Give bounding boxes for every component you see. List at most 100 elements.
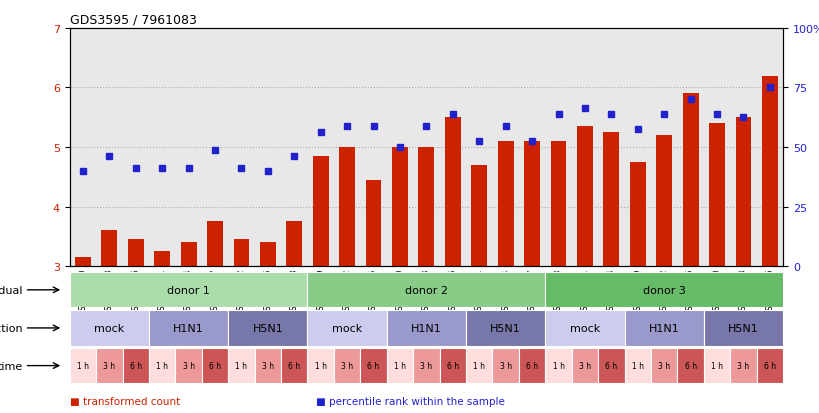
Bar bbox=[497, 142, 513, 266]
Text: H1N1: H1N1 bbox=[173, 323, 204, 333]
Bar bbox=[492, 348, 518, 383]
Bar bbox=[418, 147, 434, 266]
Text: 1 h: 1 h bbox=[314, 361, 326, 370]
Text: donor 3: donor 3 bbox=[642, 285, 685, 295]
Text: 3 h: 3 h bbox=[420, 361, 432, 370]
Bar bbox=[228, 348, 255, 383]
Text: 6 h: 6 h bbox=[446, 361, 459, 370]
Bar bbox=[655, 136, 672, 266]
Text: 6 h: 6 h bbox=[367, 361, 379, 370]
Bar bbox=[260, 243, 275, 266]
Bar bbox=[703, 311, 782, 346]
Bar bbox=[149, 311, 228, 346]
Text: ■ transformed count: ■ transformed count bbox=[70, 396, 179, 406]
Bar bbox=[233, 240, 249, 266]
Text: 3 h: 3 h bbox=[103, 361, 115, 370]
Bar bbox=[255, 348, 281, 383]
Bar bbox=[281, 348, 307, 383]
Bar bbox=[122, 348, 149, 383]
Bar bbox=[571, 348, 597, 383]
Text: 3 h: 3 h bbox=[658, 361, 669, 370]
Text: 3 h: 3 h bbox=[578, 361, 590, 370]
Bar bbox=[465, 311, 545, 346]
Bar bbox=[154, 252, 170, 266]
Text: H1N1: H1N1 bbox=[648, 323, 679, 333]
Bar bbox=[756, 348, 782, 383]
Text: H5N1: H5N1 bbox=[727, 323, 758, 333]
Bar bbox=[624, 311, 703, 346]
Bar bbox=[207, 222, 223, 266]
Bar bbox=[545, 348, 571, 383]
Bar bbox=[286, 222, 302, 266]
Text: individual: individual bbox=[0, 285, 23, 295]
Bar bbox=[96, 348, 122, 383]
Bar bbox=[180, 243, 197, 266]
Bar bbox=[307, 348, 333, 383]
Text: donor 1: donor 1 bbox=[167, 285, 210, 295]
Bar bbox=[465, 348, 492, 383]
Bar bbox=[682, 94, 698, 266]
Bar bbox=[360, 348, 387, 383]
Bar bbox=[312, 157, 328, 266]
Bar bbox=[149, 348, 175, 383]
Bar bbox=[676, 348, 703, 383]
Text: 6 h: 6 h bbox=[129, 361, 142, 370]
Bar bbox=[307, 311, 387, 346]
Text: mock: mock bbox=[569, 323, 600, 333]
Bar bbox=[70, 348, 96, 383]
Bar bbox=[624, 348, 650, 383]
Bar bbox=[128, 240, 143, 266]
Bar bbox=[550, 142, 566, 266]
Bar bbox=[70, 273, 307, 308]
Text: H5N1: H5N1 bbox=[490, 323, 520, 333]
Text: 1 h: 1 h bbox=[156, 361, 168, 370]
Bar bbox=[445, 118, 460, 266]
Bar bbox=[730, 348, 756, 383]
Bar bbox=[439, 348, 465, 383]
Text: 3 h: 3 h bbox=[499, 361, 511, 370]
Bar bbox=[413, 348, 439, 383]
Text: 3 h: 3 h bbox=[183, 361, 194, 370]
Bar bbox=[523, 142, 540, 266]
Text: 6 h: 6 h bbox=[604, 361, 617, 370]
Bar bbox=[471, 166, 486, 266]
Text: 1 h: 1 h bbox=[710, 361, 722, 370]
Text: donor 2: donor 2 bbox=[405, 285, 447, 295]
Text: 6 h: 6 h bbox=[762, 361, 775, 370]
Bar bbox=[545, 311, 624, 346]
Text: 3 h: 3 h bbox=[736, 361, 749, 370]
Bar bbox=[735, 118, 750, 266]
Text: 6 h: 6 h bbox=[209, 361, 221, 370]
Text: 1 h: 1 h bbox=[552, 361, 563, 370]
Bar bbox=[603, 133, 618, 266]
Bar bbox=[708, 124, 724, 266]
Text: 6 h: 6 h bbox=[525, 361, 537, 370]
Text: time: time bbox=[0, 361, 23, 371]
Bar bbox=[75, 257, 91, 266]
Bar bbox=[228, 311, 307, 346]
Bar bbox=[761, 76, 777, 266]
Bar bbox=[339, 147, 355, 266]
Bar bbox=[387, 348, 413, 383]
Bar bbox=[545, 273, 782, 308]
Text: 1 h: 1 h bbox=[631, 361, 643, 370]
Bar bbox=[650, 348, 676, 383]
Bar bbox=[333, 348, 360, 383]
Bar bbox=[703, 348, 730, 383]
Text: 3 h: 3 h bbox=[341, 361, 353, 370]
Text: 1 h: 1 h bbox=[393, 361, 405, 370]
Text: mock: mock bbox=[94, 323, 124, 333]
Bar bbox=[102, 231, 117, 266]
Bar bbox=[365, 180, 381, 266]
Text: 3 h: 3 h bbox=[261, 361, 274, 370]
Text: H5N1: H5N1 bbox=[252, 323, 283, 333]
Text: infection: infection bbox=[0, 323, 23, 333]
Text: ■ percentile rank within the sample: ■ percentile rank within the sample bbox=[315, 396, 504, 406]
Bar bbox=[391, 147, 407, 266]
Text: mock: mock bbox=[332, 323, 362, 333]
Bar bbox=[597, 348, 624, 383]
Bar bbox=[201, 348, 228, 383]
Bar bbox=[629, 162, 645, 266]
Text: H1N1: H1N1 bbox=[410, 323, 441, 333]
Text: GDS3595 / 7961083: GDS3595 / 7961083 bbox=[70, 13, 197, 26]
